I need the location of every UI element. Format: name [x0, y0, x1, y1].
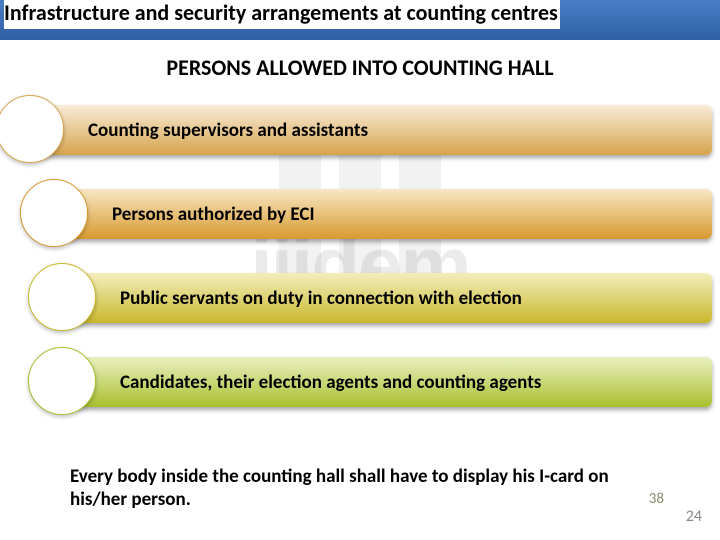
item-label: Candidates, their election agents and co…	[120, 371, 541, 394]
item-circle-icon	[20, 179, 88, 247]
item-label: Counting supervisors and assistants	[88, 119, 368, 142]
list-item: Public servants on duty in connection wi…	[0, 267, 720, 327]
item-bar: Persons authorized by ECI	[64, 189, 712, 239]
item-list: Counting supervisors and assistants Perso…	[0, 99, 720, 411]
page-number-outer: 24	[686, 507, 702, 526]
item-bar: Counting supervisors and assistants	[40, 105, 712, 155]
list-item: Candidates, their election agents and co…	[0, 351, 720, 411]
item-label: Persons authorized by ECI	[112, 203, 315, 226]
item-label: Public servants on duty in connection wi…	[120, 287, 522, 310]
page-title: Infrastructure and security arrangements…	[4, 0, 560, 29]
list-item: Persons authorized by ECI	[0, 183, 720, 243]
item-bar: Public servants on duty in connection wi…	[72, 273, 712, 323]
subtitle: PERSONS ALLOWED INTO COUNTING HALL	[0, 54, 720, 81]
item-bar: Candidates, their election agents and co…	[72, 357, 712, 407]
list-item: Counting supervisors and assistants	[0, 99, 720, 159]
footer-note: Every body inside the counting hall shal…	[70, 465, 670, 513]
title-bar: Infrastructure and security arrangements…	[0, 0, 720, 40]
item-circle-icon	[28, 347, 96, 415]
page-number-inner: 38	[649, 490, 664, 508]
item-circle-icon	[28, 263, 96, 331]
